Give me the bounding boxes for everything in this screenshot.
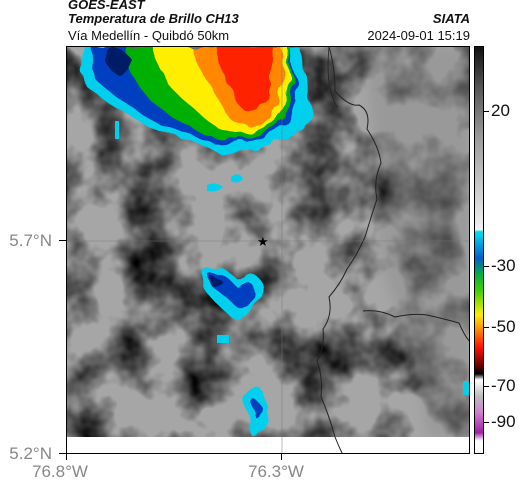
no-data-strip (67, 437, 469, 453)
cloud-fragment (231, 174, 243, 183)
product-title: Temperatura de Brillo CH13 (68, 11, 239, 26)
colorbar-label: -30 (491, 256, 516, 275)
lat-label: 5.7°N (9, 231, 52, 250)
cloud-fragment (115, 121, 119, 139)
y-tick (59, 453, 66, 454)
star-icon: ★ (257, 235, 269, 250)
route-subtitle: Vía Medellín - Quibdó 50km (68, 28, 230, 43)
colorbar-label: -90 (491, 412, 516, 431)
brightness-temperature-map: ★ (67, 47, 469, 453)
colorbar-tick (484, 422, 489, 423)
colorbar-tick (484, 386, 489, 387)
cold-cloud-south (242, 389, 269, 437)
x-tick (66, 454, 67, 460)
satellite-title: GOES-EAST (68, 0, 145, 12)
organization-label: SIATA (432, 11, 470, 26)
map-panel[interactable]: ★ (66, 46, 470, 454)
cold-cloud-north (82, 47, 312, 154)
datetime-label: 2024-09-01 15:19 (367, 28, 470, 43)
y-tick (59, 240, 66, 241)
colorbar-label: -50 (491, 317, 516, 336)
colorbar-label: 20 (491, 101, 510, 120)
cold-cloud-center (201, 265, 263, 321)
colorbar-tick (484, 266, 489, 267)
colorbar-tick (484, 327, 489, 328)
border-line (362, 310, 469, 342)
lon-label: 76.3°W (248, 462, 304, 481)
lon-label: 76.8°W (32, 462, 88, 481)
cloud-fragment (463, 381, 469, 395)
border-line (327, 47, 338, 108)
east-dark-region (367, 47, 469, 437)
border-line (316, 47, 382, 453)
colorbar (474, 46, 484, 454)
cloud-fragment (217, 335, 229, 343)
lat-label: 5.2°N (9, 444, 52, 463)
cloud-fragment (207, 183, 223, 192)
x-tick (281, 454, 282, 460)
colorbar-tick (484, 111, 489, 112)
colorbar-label: -70 (491, 376, 516, 395)
